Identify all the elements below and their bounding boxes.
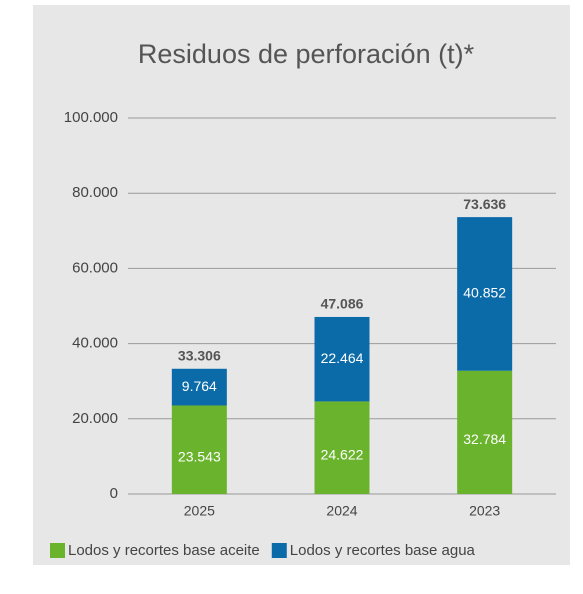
legend-label: Lodos y recortes base agua	[290, 542, 476, 559]
y-tick-label: 0	[110, 485, 118, 502]
y-tick-label: 100.000	[64, 109, 118, 126]
y-tick-label: 80.000	[72, 184, 118, 201]
total-label: 33.306	[178, 347, 221, 363]
x-tick-label: 2024	[326, 503, 357, 519]
bar-segment	[457, 370, 513, 494]
y-tick-label: 20.000	[72, 410, 118, 427]
legend-swatch	[271, 543, 287, 558]
bar-segment	[314, 401, 370, 494]
bar-segment	[457, 217, 513, 371]
bar-segment	[314, 316, 370, 402]
chart-title: Residuos de perforación (t)*	[138, 39, 475, 69]
value-label: 40.852	[463, 285, 506, 301]
legend-swatch	[50, 543, 65, 558]
legend-label: Lodos y recortes base aceite	[68, 542, 260, 559]
y-tick-label: 60.000	[72, 259, 118, 276]
y-tick-label: 40.000	[72, 335, 118, 352]
value-label: 9.764	[182, 378, 217, 394]
value-label: 23.543	[178, 448, 221, 464]
value-label: 32.784	[463, 431, 506, 447]
total-label: 47.086	[321, 296, 364, 312]
bar-segment	[171, 405, 227, 494]
value-label: 24.622	[321, 446, 364, 462]
total-label: 73.636	[463, 196, 506, 212]
value-label: 22.464	[321, 350, 364, 366]
bar-segment	[171, 368, 227, 406]
x-tick-label: 2025	[184, 503, 215, 519]
x-tick-label: 2023	[469, 503, 500, 519]
